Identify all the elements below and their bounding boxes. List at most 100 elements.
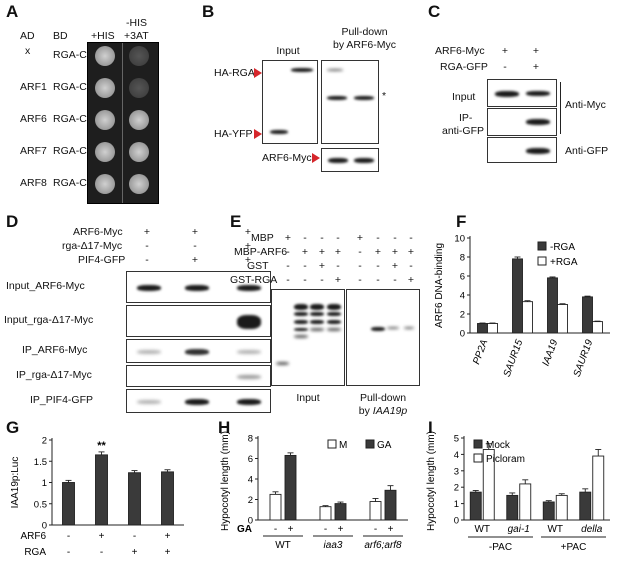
e-sign: +: [334, 274, 342, 286]
b-pulldown-label: Pull-down by ARF6-Myc: [333, 26, 397, 51]
significance-mark: **: [97, 440, 106, 452]
bar: [384, 489, 397, 521]
bar: [269, 493, 282, 521]
legend-swatch: [537, 241, 547, 251]
x-tick-label: WT: [547, 524, 563, 535]
e-input-blot: [271, 289, 345, 386]
at3-header: +3AT: [124, 30, 149, 42]
anti-myc-label: Anti-Myc: [565, 99, 606, 111]
arf6-sign: -: [133, 531, 136, 542]
bar: [547, 277, 558, 334]
y-tick-label: 2: [454, 483, 459, 494]
bar: [369, 501, 382, 521]
ga-sign: +: [388, 524, 394, 535]
c-input-blot: [487, 79, 557, 107]
d-sign: -: [193, 240, 197, 252]
y-axis-label: IAA19p:Luc: [10, 457, 21, 509]
panel-label-f: F: [456, 212, 467, 231]
ga-row-label: GA: [237, 524, 252, 535]
anti-gfp-label: Anti-GFP: [565, 145, 609, 157]
arf6-sign: +: [99, 531, 105, 542]
c-ip-myc-blot: [487, 108, 557, 136]
e-sign: -: [303, 260, 307, 272]
y-tick-label: 0: [460, 329, 465, 340]
c-sign: -: [503, 61, 507, 73]
bar: [319, 506, 332, 521]
legend-label: GA: [377, 440, 392, 451]
e-sign: -: [336, 260, 340, 272]
e-sign: -: [393, 232, 397, 244]
legend-swatch: [327, 439, 337, 449]
legend-label: -RGA: [550, 242, 575, 253]
bd-row-label: RGA-C: [53, 145, 87, 157]
ad-row-label: ARF6: [20, 113, 47, 125]
x-group-label: iaa3: [324, 540, 343, 551]
panel-label-h: H: [218, 418, 231, 437]
e-sign: -: [358, 246, 362, 258]
ha-rga-label: HA-RGA: [214, 67, 255, 79]
e-sign: +: [301, 246, 309, 258]
bar: [477, 323, 488, 334]
e-sign: -: [409, 260, 413, 272]
c-ip-label-2: anti-GFP: [442, 125, 485, 137]
e-sign: -: [409, 232, 413, 244]
ga-sign: +: [338, 524, 344, 535]
y-tick-label: 6: [460, 272, 465, 283]
yeast-colony: [95, 142, 115, 162]
bar: [522, 301, 533, 334]
x-tick-label: della: [581, 524, 603, 535]
d-sign: +: [244, 240, 252, 252]
y-axis-label: ARF6 DNA-binding: [434, 243, 445, 328]
y-tick-label: 8: [460, 253, 465, 264]
legend-swatch: [473, 453, 483, 463]
y-tick-label: 1.5: [34, 457, 47, 468]
y-tick-label: 0.5: [34, 499, 47, 510]
bar: [334, 503, 347, 521]
d-sign: +: [244, 254, 252, 266]
bar: [592, 321, 603, 334]
bar: [582, 296, 593, 334]
e-sign: -: [303, 232, 307, 244]
bd-row-label: RGA-C: [53, 49, 87, 61]
e-sign: +: [284, 232, 292, 244]
ha-yfp-label: HA-YFP: [214, 128, 253, 140]
e-sign: -: [286, 274, 290, 286]
his-plus-header: +HIS: [91, 30, 115, 42]
y-axis-label: Hypocotyl length (mm): [426, 431, 437, 531]
bar: [284, 454, 297, 521]
e-sign: +: [407, 246, 415, 258]
arf6-sign: +: [165, 531, 171, 542]
bar: [592, 455, 605, 521]
legend-label: M: [339, 440, 347, 451]
b-input-blot: [262, 60, 318, 144]
yeast-colony: [95, 110, 115, 130]
panel-label-g: G: [6, 418, 20, 437]
x-tick-label: PP2A: [471, 338, 490, 366]
arf6-row-label: ARF6: [20, 531, 46, 542]
e-sign: -: [376, 274, 380, 286]
c-row2-name: RGA-GFP: [440, 61, 488, 73]
e-pulldown-label: Pull-down: [359, 392, 407, 404]
d-blot-label: IP_PIF4-GFP: [30, 394, 94, 406]
d-blot: [126, 389, 271, 413]
bar: [95, 454, 108, 526]
b-input-label: Input: [276, 45, 300, 57]
rga-row-label: RGA: [24, 547, 46, 558]
y-tick-label: 8: [248, 434, 253, 445]
y-tick-label: 4: [248, 475, 253, 486]
chart-g: 0 0.5 1 1.5 2 IAA19p:Luc - - + - - + + + ** ARF6 RGA: [10, 436, 184, 558]
pac-group-label: +PAC: [561, 542, 587, 553]
e-input-label: Input: [296, 392, 320, 404]
panel-label-d: D: [6, 212, 19, 231]
arf6-sign: -: [67, 531, 70, 542]
e-sign: +: [318, 246, 326, 258]
chart-f: 0 2 4 6 8 10 ARF6 DNA-binding PP2A SAUR15 IAA19 SA…: [434, 234, 610, 379]
y-axis-label: Hypocotyl length (mm): [220, 431, 231, 531]
y-tick-label: 5: [454, 434, 459, 445]
d-blot: [126, 271, 271, 303]
e-row-name: MBP-ARF6: [234, 246, 288, 258]
legend-swatch: [473, 439, 483, 449]
d-blot-label: Input_rga-Δ17-Myc: [4, 314, 94, 326]
e-row-name: GST: [247, 260, 269, 272]
bar: [128, 472, 141, 526]
